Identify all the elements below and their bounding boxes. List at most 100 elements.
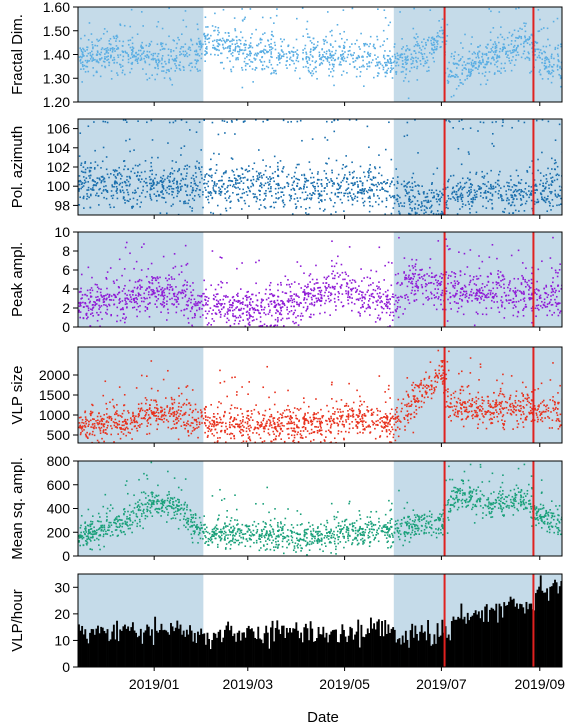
- data-point: [405, 293, 408, 296]
- data-point: [359, 189, 362, 191]
- data-point: [282, 194, 285, 196]
- data-point: [150, 165, 153, 168]
- data-point: [186, 288, 188, 291]
- data-point: [118, 299, 121, 301]
- y-tick-label: 100: [47, 178, 71, 194]
- data-point: [102, 299, 105, 301]
- data-point: [283, 203, 286, 206]
- data-point: [395, 71, 398, 73]
- data-point: [454, 73, 457, 76]
- data-point: [86, 46, 88, 49]
- data-point: [414, 265, 416, 268]
- data-point: [290, 188, 293, 191]
- data-point: [508, 282, 511, 284]
- data-point: [343, 30, 346, 33]
- data-point: [125, 184, 128, 187]
- data-point: [560, 61, 562, 64]
- data-point: [413, 66, 416, 68]
- data-point: [431, 276, 434, 278]
- data-point: [200, 46, 202, 49]
- data-point: [547, 70, 550, 72]
- data-point: [336, 282, 338, 285]
- data-point: [226, 57, 229, 59]
- data-point: [279, 281, 282, 284]
- data-point: [263, 205, 266, 208]
- data-point: [523, 191, 525, 193]
- data-point: [289, 52, 291, 55]
- data-point: [131, 53, 133, 56]
- data-point: [451, 193, 453, 195]
- data-point: [284, 275, 287, 278]
- data-point: [175, 301, 178, 303]
- data-point: [548, 70, 551, 73]
- data-point: [189, 69, 192, 72]
- data-point: [202, 206, 204, 209]
- data-point: [429, 200, 432, 202]
- data-point: [291, 177, 293, 179]
- data-point: [207, 33, 209, 36]
- data-point: [175, 186, 178, 189]
- data-point: [252, 175, 255, 178]
- data-point: [382, 68, 385, 71]
- data-point: [546, 70, 549, 73]
- data-point: [339, 61, 342, 63]
- data-point: [130, 8, 133, 11]
- data-point: [472, 292, 475, 294]
- data-point: [472, 196, 474, 199]
- data-point: [140, 246, 143, 249]
- data-point: [84, 293, 87, 296]
- data-point: [217, 300, 220, 303]
- data-point: [159, 276, 161, 279]
- data-point: [539, 73, 542, 76]
- data-point: [371, 183, 374, 186]
- data-point: [142, 185, 145, 188]
- data-point: [304, 177, 306, 180]
- data-point: [184, 10, 187, 12]
- data-point: [298, 296, 300, 299]
- data-point: [314, 66, 317, 68]
- data-point: [231, 169, 234, 172]
- data-point: [542, 45, 545, 48]
- data-point: [175, 311, 178, 314]
- data-point: [361, 192, 363, 195]
- data-point: [310, 176, 312, 179]
- data-point: [260, 308, 263, 311]
- data-point: [485, 185, 488, 188]
- data-point: [91, 312, 94, 314]
- data-point: [416, 284, 418, 287]
- data-point: [115, 190, 118, 192]
- data-point: [86, 195, 89, 198]
- data-point: [414, 208, 416, 210]
- data-point: [416, 286, 418, 288]
- data-point: [244, 120, 246, 122]
- data-point: [477, 68, 479, 70]
- data-point: [515, 294, 518, 297]
- data-point: [449, 198, 452, 200]
- data-point: [376, 61, 378, 64]
- data-point: [85, 312, 88, 315]
- data-point: [530, 199, 533, 202]
- data-point: [193, 182, 196, 185]
- data-point: [214, 288, 217, 291]
- data-point: [476, 294, 478, 297]
- data-point: [244, 16, 246, 19]
- data-point: [324, 208, 326, 211]
- data-point: [377, 295, 380, 297]
- y-axis-label: Pol. azimuth: [9, 126, 26, 209]
- data-point: [488, 256, 491, 259]
- data-point: [359, 48, 361, 50]
- data-point: [362, 291, 364, 294]
- data-point: [306, 180, 309, 182]
- data-point: [525, 200, 528, 203]
- data-point: [293, 175, 296, 178]
- data-point: [369, 314, 371, 316]
- data-point: [306, 62, 309, 64]
- data-point: [111, 59, 114, 62]
- data-point: [331, 265, 333, 268]
- data-point: [280, 307, 282, 310]
- data-point: [306, 33, 309, 35]
- data-point: [367, 53, 370, 56]
- data-point: [96, 53, 98, 56]
- data-point: [406, 134, 409, 137]
- data-point: [352, 287, 355, 290]
